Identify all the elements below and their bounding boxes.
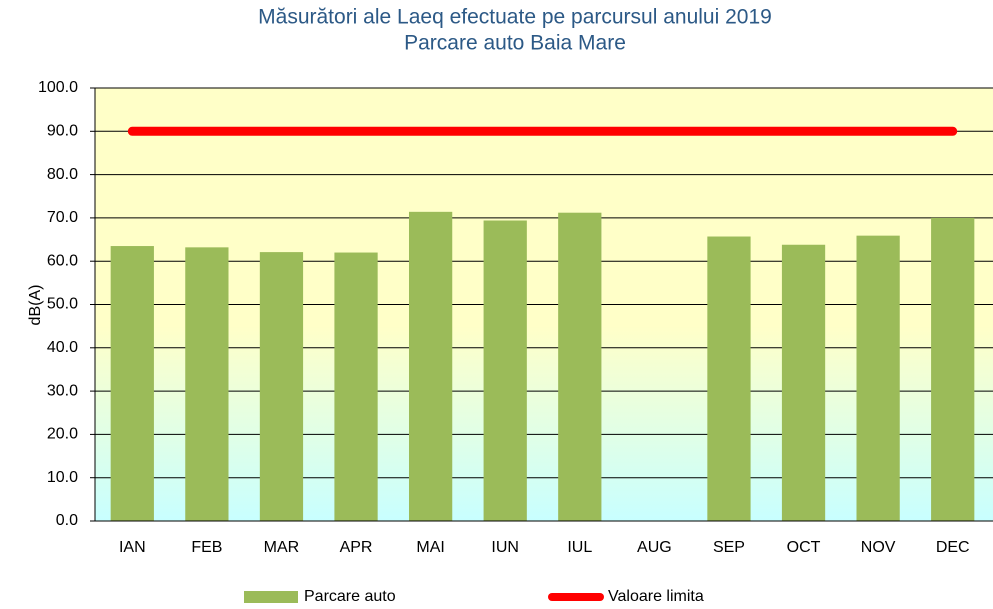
x-tick-label: IUL [567, 539, 592, 556]
bar [110, 246, 154, 522]
y-tick-label: 40.0 [47, 339, 78, 356]
x-tick-label: IUN [491, 539, 519, 556]
bar [558, 212, 602, 522]
bar [483, 220, 527, 522]
x-tick-label: SEP [713, 539, 745, 556]
x-tick-label: NOV [861, 539, 896, 556]
x-tick-label: OCT [787, 539, 821, 556]
bar [334, 252, 378, 522]
chart-title: Măsurători ale Laeq efectuate pe parcurs… [258, 6, 772, 29]
x-tick-label: FEB [191, 539, 222, 556]
bar [707, 236, 751, 522]
bar [931, 217, 975, 521]
y-tick-label: 30.0 [47, 382, 78, 399]
bar [185, 247, 229, 521]
y-axis-label: dB(A) [27, 285, 44, 326]
y-tick-label: 60.0 [47, 252, 78, 269]
y-tick-label: 90.0 [47, 123, 78, 140]
bar [856, 235, 900, 521]
bar [781, 244, 826, 521]
x-tick-label: MAI [416, 539, 444, 556]
y-tick-label: 50.0 [47, 296, 78, 313]
x-tick-label: MAR [264, 539, 300, 556]
y-tick-label: 10.0 [47, 469, 78, 486]
x-tick-label: IAN [119, 539, 146, 556]
y-tick-label: 80.0 [47, 166, 78, 183]
x-tick-label: DEC [936, 539, 970, 556]
legend-label: Parcare auto [304, 588, 396, 605]
bar [408, 211, 453, 521]
y-tick-label: 100.0 [38, 79, 78, 96]
x-tick-label: APR [340, 539, 373, 556]
y-tick-label: 20.0 [47, 426, 78, 443]
bar [259, 252, 304, 521]
legend-swatch [244, 591, 298, 603]
chart-subtitle: Parcare auto Baia Mare [404, 32, 626, 55]
legend-label: Valoare limita [608, 588, 704, 605]
y-tick-label: 0.0 [56, 512, 78, 529]
x-tick-label: AUG [637, 539, 672, 556]
y-tick-label: 70.0 [47, 209, 78, 226]
